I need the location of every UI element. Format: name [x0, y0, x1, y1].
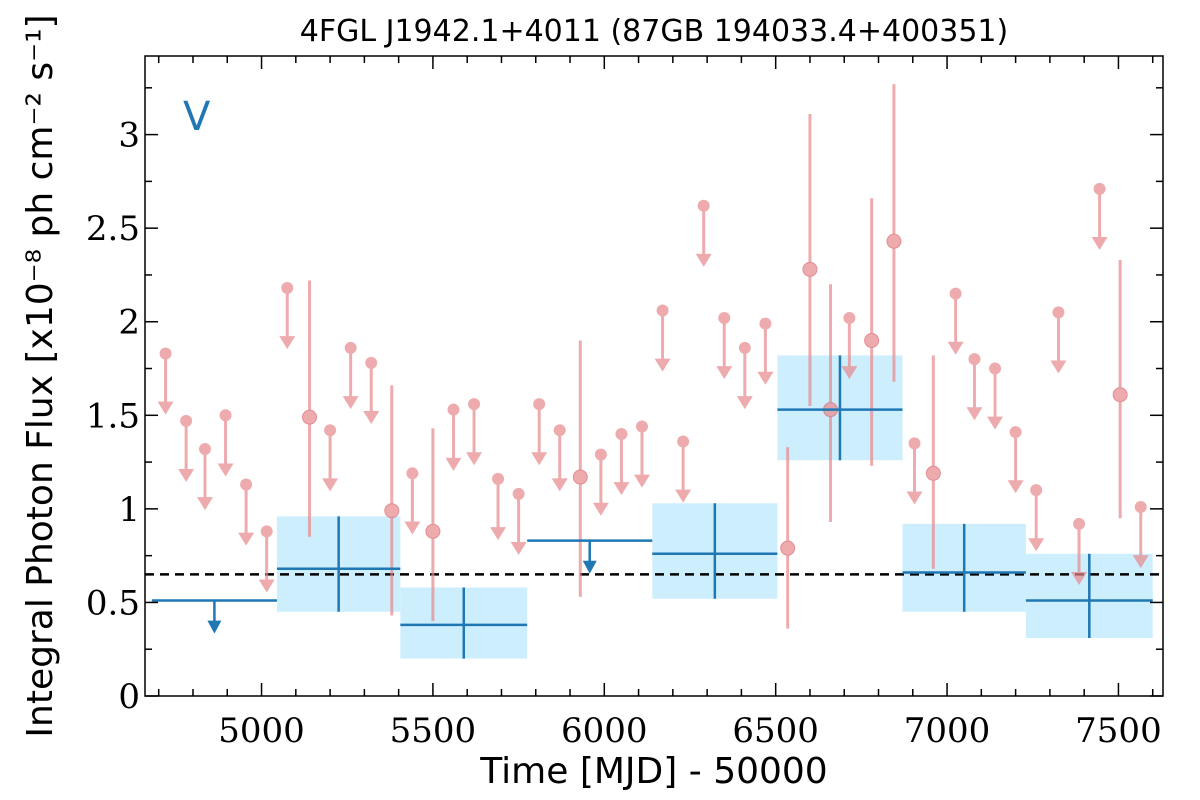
long-bin-upper-limit-1 [527, 539, 653, 574]
short-upper-limit-10 [404, 467, 421, 535]
y-tick-label: 1.5 [86, 396, 140, 436]
band-label: V [183, 94, 211, 140]
short-detection-9 [925, 355, 941, 569]
short-upper-limit-8 [342, 341, 359, 410]
short-upper-limit-1 [178, 414, 195, 483]
short-upper-limit-7 [322, 424, 339, 492]
short-detection-7 [864, 198, 880, 466]
x-tick-label: 7500 [1075, 711, 1162, 751]
short-upper-limit-9 [363, 356, 380, 425]
short-upper-limit-11 [445, 403, 462, 471]
x-tick-label: 6000 [561, 711, 648, 751]
y-tick-label: 3 [118, 116, 140, 156]
short-upper-limit-17 [592, 448, 609, 516]
short-detection-8 [886, 84, 902, 382]
axis-ticks [145, 56, 1163, 697]
short-detection-4 [780, 447, 796, 629]
short-upper-limit-26 [841, 311, 858, 380]
short-upper-limit-0 [157, 347, 174, 415]
short-upper-limit-34 [1071, 517, 1088, 585]
y-tick-label: 0.5 [86, 583, 140, 623]
short-detection-0 [302, 280, 318, 537]
plot-frame [144, 55, 1164, 697]
y-tick-label: 2.5 [86, 209, 140, 249]
y-axis-label: Integral Photon Flux [x10⁻⁸ ph cm⁻² s⁻¹] [20, 14, 61, 737]
short-upper-limit-3 [217, 409, 234, 477]
short-upper-limit-31 [1007, 426, 1024, 494]
short-upper-limit-27 [906, 437, 923, 505]
short-upper-limit-19 [634, 420, 651, 488]
short-upper-limit-20 [654, 304, 671, 372]
short-upper-limit-14 [510, 487, 527, 556]
short-upper-limit-33 [1050, 306, 1067, 374]
y-tick-label: 0 [118, 677, 140, 717]
short-upper-limit-23 [716, 311, 733, 380]
short-detection-2 [425, 428, 441, 622]
short-detection-5 [802, 114, 818, 406]
long-bin-detection-0 [276, 516, 401, 612]
short-upper-limit-36 [1132, 500, 1149, 569]
short-bin-marks [157, 84, 1149, 629]
axis-tick-labels: 5000 5500 6000 6500 7000 7500 0 0.5 1 1.5 2 2.5 3 [86, 116, 1162, 751]
x-tick-label: 7000 [904, 711, 991, 751]
short-upper-limit-29 [966, 353, 983, 421]
y-tick-label: 2 [118, 303, 140, 343]
short-upper-limit-18 [613, 428, 630, 496]
short-detection-10 [1112, 259, 1128, 519]
short-upper-limit-13 [490, 472, 507, 541]
chart-title: 4FGL J1942.1+4011 (87GB 194033.4+400351) [300, 14, 1008, 49]
short-upper-limit-12 [466, 398, 483, 466]
x-axis-label: Time [MJD] - 50000 [479, 751, 827, 792]
short-upper-limit-24 [736, 341, 753, 410]
x-tick-label: 6500 [732, 711, 819, 751]
short-upper-limit-22 [695, 199, 712, 267]
long-bin-detection-1 [400, 587, 528, 659]
short-upper-limit-28 [947, 287, 964, 355]
short-upper-limit-25 [757, 317, 774, 385]
plot-area [145, 84, 1163, 659]
long-bin-marks [151, 355, 1153, 659]
short-upper-limit-16 [551, 424, 568, 492]
short-upper-limit-30 [987, 362, 1004, 430]
short-detection-1 [384, 385, 400, 616]
x-tick-label: 5000 [218, 711, 305, 751]
y-tick-label: 1 [118, 490, 140, 530]
short-upper-limit-35 [1091, 182, 1108, 251]
short-detection-3 [572, 340, 588, 597]
short-upper-limit-21 [675, 435, 692, 503]
short-upper-limit-15 [531, 398, 548, 466]
short-upper-limit-4 [238, 478, 255, 546]
long-bin-detection-4 [902, 523, 1026, 612]
long-bin-detection-2 [652, 503, 778, 599]
short-upper-limit-32 [1028, 484, 1045, 552]
x-tick-label: 5500 [390, 711, 477, 751]
short-upper-limit-5 [258, 525, 275, 593]
long-bin-upper-limit-0 [151, 599, 277, 634]
short-upper-limit-2 [196, 442, 213, 511]
short-upper-limit-6 [279, 282, 296, 350]
long-bin-detection-5 [1025, 553, 1153, 638]
long-bin-detection-3 [777, 355, 903, 461]
